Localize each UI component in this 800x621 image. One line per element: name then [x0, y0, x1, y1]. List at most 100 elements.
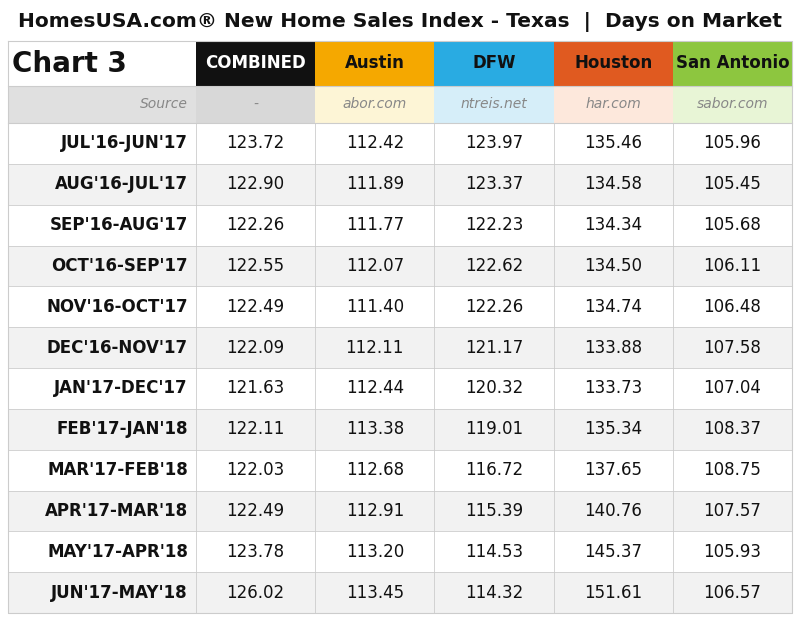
Text: COMBINED: COMBINED: [206, 55, 306, 73]
Bar: [8, 450, 792, 491]
Text: 107.58: 107.58: [703, 338, 762, 356]
Text: 108.75: 108.75: [703, 461, 762, 479]
Text: 114.53: 114.53: [465, 543, 523, 561]
Bar: [196, 86, 315, 123]
Text: Chart 3: Chart 3: [12, 50, 127, 78]
Text: 112.42: 112.42: [346, 134, 404, 152]
Text: 134.34: 134.34: [584, 216, 642, 234]
Bar: [673, 86, 792, 123]
Text: -: -: [253, 97, 258, 112]
Text: OCT'16-SEP'17: OCT'16-SEP'17: [51, 257, 188, 275]
Text: 122.62: 122.62: [465, 257, 523, 275]
Bar: [554, 41, 673, 86]
Text: 106.11: 106.11: [703, 257, 762, 275]
Text: MAR'17-FEB'18: MAR'17-FEB'18: [47, 461, 188, 479]
Bar: [8, 286, 792, 327]
Text: AUG'16-JUL'17: AUG'16-JUL'17: [55, 175, 188, 193]
Text: Source: Source: [140, 97, 188, 112]
Text: FEB'17-JAN'18: FEB'17-JAN'18: [57, 420, 188, 438]
Text: HomesUSA.com® New Home Sales Index - Texas  |  Days on Market: HomesUSA.com® New Home Sales Index - Tex…: [18, 12, 782, 32]
Text: 112.91: 112.91: [346, 502, 404, 520]
Text: 122.26: 122.26: [226, 216, 285, 234]
Text: 122.03: 122.03: [226, 461, 285, 479]
Text: JAN'17-DEC'17: JAN'17-DEC'17: [54, 379, 188, 397]
Text: 111.77: 111.77: [346, 216, 404, 234]
Text: 122.23: 122.23: [465, 216, 523, 234]
Text: NOV'16-OCT'17: NOV'16-OCT'17: [46, 297, 188, 315]
Text: 105.96: 105.96: [703, 134, 762, 152]
Bar: [8, 123, 792, 164]
Text: 137.65: 137.65: [584, 461, 642, 479]
Text: APR'17-MAR'18: APR'17-MAR'18: [45, 502, 188, 520]
Text: 105.68: 105.68: [703, 216, 762, 234]
Text: 119.01: 119.01: [465, 420, 523, 438]
Text: 113.20: 113.20: [346, 543, 404, 561]
Text: San Antonio: San Antonio: [675, 55, 790, 73]
Text: JUN'17-MAY'18: JUN'17-MAY'18: [51, 584, 188, 602]
Text: 126.02: 126.02: [226, 584, 285, 602]
Text: 113.38: 113.38: [346, 420, 404, 438]
Bar: [8, 86, 196, 123]
Text: 116.72: 116.72: [465, 461, 523, 479]
Text: 134.58: 134.58: [584, 175, 642, 193]
Text: 123.97: 123.97: [465, 134, 523, 152]
Text: 121.63: 121.63: [226, 379, 285, 397]
Text: 123.78: 123.78: [226, 543, 285, 561]
Text: DEC'16-NOV'17: DEC'16-NOV'17: [47, 338, 188, 356]
Text: 113.45: 113.45: [346, 584, 404, 602]
Text: 120.32: 120.32: [465, 379, 523, 397]
Text: 105.45: 105.45: [703, 175, 762, 193]
Text: 145.37: 145.37: [584, 543, 642, 561]
Text: 134.74: 134.74: [584, 297, 642, 315]
Text: 112.11: 112.11: [346, 338, 404, 356]
Text: 122.11: 122.11: [226, 420, 285, 438]
Bar: [554, 86, 673, 123]
Text: 140.76: 140.76: [584, 502, 642, 520]
Bar: [8, 409, 792, 450]
Text: 107.57: 107.57: [703, 502, 762, 520]
Text: SEP'16-AUG'17: SEP'16-AUG'17: [50, 216, 188, 234]
Bar: [8, 491, 792, 532]
Text: 134.50: 134.50: [584, 257, 642, 275]
Text: sabor.com: sabor.com: [697, 97, 768, 112]
Text: abor.com: abor.com: [342, 97, 407, 112]
Text: 107.04: 107.04: [703, 379, 762, 397]
Text: 106.57: 106.57: [703, 584, 762, 602]
Text: 112.07: 112.07: [346, 257, 404, 275]
Bar: [8, 368, 792, 409]
Text: 115.39: 115.39: [465, 502, 523, 520]
Text: 135.34: 135.34: [584, 420, 642, 438]
Text: JUL'16-JUN'17: JUL'16-JUN'17: [61, 134, 188, 152]
Text: DFW: DFW: [472, 55, 516, 73]
Text: 123.72: 123.72: [226, 134, 285, 152]
Text: 122.90: 122.90: [226, 175, 285, 193]
Bar: [8, 532, 792, 572]
Bar: [8, 164, 792, 205]
Text: 122.49: 122.49: [226, 502, 285, 520]
Text: 122.49: 122.49: [226, 297, 285, 315]
Bar: [196, 41, 315, 86]
Text: 112.68: 112.68: [346, 461, 404, 479]
Text: Houston: Houston: [574, 55, 652, 73]
Text: 111.40: 111.40: [346, 297, 404, 315]
Bar: [315, 41, 434, 86]
Text: 105.93: 105.93: [703, 543, 762, 561]
Bar: [8, 572, 792, 613]
Text: 122.26: 122.26: [465, 297, 523, 315]
Text: 123.37: 123.37: [465, 175, 523, 193]
Text: 133.73: 133.73: [584, 379, 642, 397]
Bar: [434, 41, 554, 86]
Text: 122.55: 122.55: [226, 257, 285, 275]
Text: ntreis.net: ntreis.net: [461, 97, 527, 112]
Text: 114.32: 114.32: [465, 584, 523, 602]
Text: 122.09: 122.09: [226, 338, 285, 356]
Text: 111.89: 111.89: [346, 175, 404, 193]
Text: 135.46: 135.46: [584, 134, 642, 152]
Text: har.com: har.com: [586, 97, 641, 112]
Text: 108.37: 108.37: [703, 420, 762, 438]
Bar: [8, 327, 792, 368]
Bar: [315, 86, 434, 123]
Bar: [673, 41, 792, 86]
Text: 106.48: 106.48: [703, 297, 762, 315]
Bar: [434, 86, 554, 123]
